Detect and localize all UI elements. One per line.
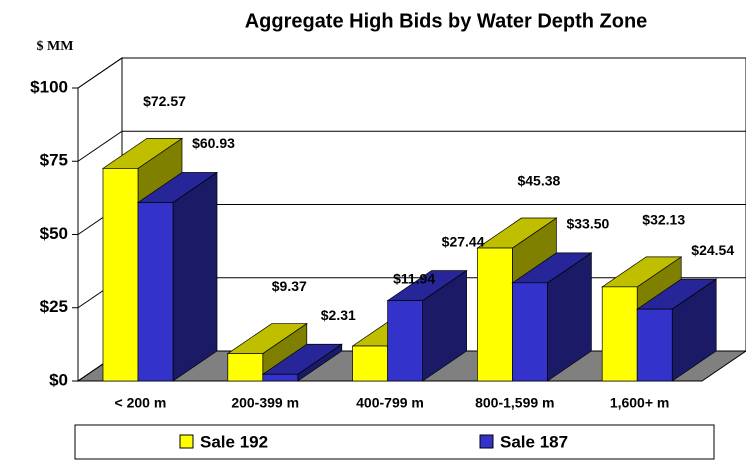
- bar-front: [601, 286, 638, 382]
- y-tick-label: $100: [30, 77, 68, 96]
- x-tick-label: 200-399 m: [231, 395, 299, 411]
- legend-swatch: [479, 434, 494, 449]
- y-tick-label: $0: [49, 370, 68, 389]
- legend-box: [74, 424, 715, 460]
- value-label: $24.54: [691, 242, 734, 258]
- bar-front: [227, 353, 264, 382]
- y-axis-label: $ MM: [37, 39, 74, 54]
- x-tick-label: 1,600+ m: [610, 395, 670, 411]
- bar-front: [352, 345, 388, 382]
- value-label: $32.13: [642, 212, 685, 228]
- grid-line: [77, 130, 746, 162]
- x-tick-label: < 200 m: [115, 395, 167, 411]
- x-tick-label: 800-1,599 m: [475, 395, 554, 411]
- bar-front: [387, 300, 423, 382]
- legend-label: Sale 192: [200, 432, 268, 451]
- bar-front: [636, 308, 673, 382]
- value-label: $11.94: [393, 271, 435, 287]
- value-label: $9.37: [272, 278, 307, 294]
- legend-label: Sale 187: [500, 432, 568, 451]
- bar-front: [102, 168, 139, 382]
- chart-title: Aggregate High Bids by Water Depth Zone: [245, 10, 648, 32]
- bar-front: [262, 373, 299, 382]
- bar-front: [512, 282, 548, 382]
- x-tick-label: 400-799 m: [356, 395, 424, 411]
- y-tick-label: $50: [40, 224, 68, 243]
- value-label: $2.31: [321, 307, 356, 323]
- bar-front: [137, 202, 174, 382]
- y-tick-label: $75: [40, 151, 68, 170]
- grid-line: [77, 57, 746, 89]
- y-tick-label: $25: [40, 297, 68, 316]
- value-label: $33.50: [566, 216, 609, 232]
- bar-side: [172, 171, 218, 382]
- legend-swatch: [179, 434, 194, 449]
- value-label: $45.38: [517, 173, 560, 189]
- value-label: $60.93: [192, 135, 235, 151]
- value-label: $27.44: [442, 233, 485, 249]
- bar-front: [477, 247, 513, 382]
- value-label: $72.57: [143, 93, 186, 109]
